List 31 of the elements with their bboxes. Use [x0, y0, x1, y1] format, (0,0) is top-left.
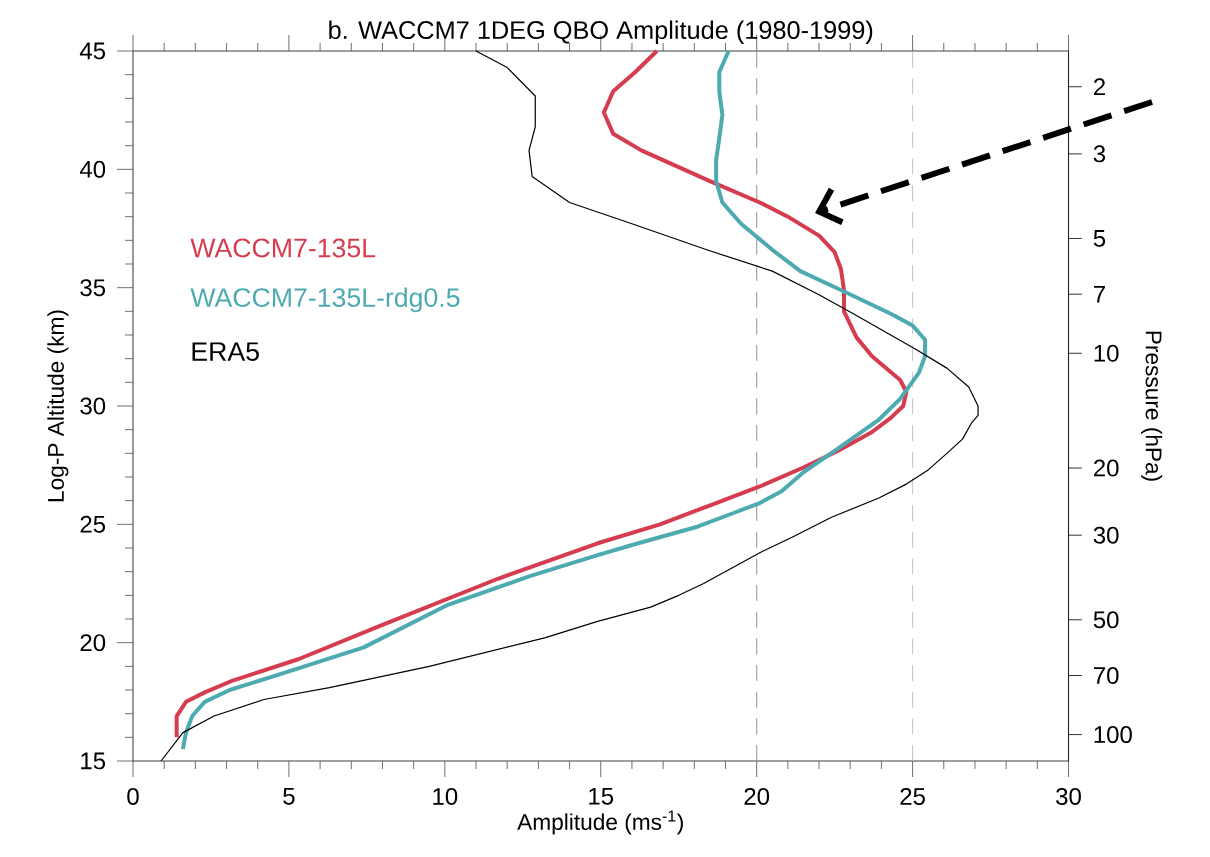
y2-axis-title: Pressure (hPa)	[1141, 331, 1163, 481]
y2-tick-label: 7	[1094, 285, 1105, 303]
y2-tick-label: 20	[1094, 459, 1119, 477]
y2-tick-label: 30	[1093, 526, 1119, 544]
y-tick-label: 15	[81, 752, 106, 770]
y-tick-label: 30	[80, 397, 106, 415]
x-tick-label: 10	[433, 787, 458, 805]
y2-tick-label: 3	[1093, 145, 1106, 163]
y-tick-label: 20	[80, 634, 106, 652]
y2-tick-label: 10	[1094, 344, 1119, 362]
y-tick-label: 35	[80, 279, 106, 297]
y2-tick-label: 50	[1093, 611, 1119, 629]
chart-title: b. WACCM7 1DEG QBO Amplitude (1980-1999)	[329, 20, 873, 45]
x-tick-label: 5	[283, 787, 295, 805]
y-tick-label: 40	[79, 160, 106, 178]
y2-tick-label: 70	[1094, 666, 1119, 684]
x-tick-label: 25	[900, 787, 925, 805]
y-tick-label: 25	[80, 515, 106, 533]
y-axis-title: Log-P Altitude (km)	[47, 310, 69, 502]
x-tick-label: 30	[1056, 787, 1081, 805]
text: WACCM7-135L	[190, 238, 376, 258]
text: ERA5	[192, 342, 259, 361]
x-tick-label: 0	[127, 787, 139, 805]
y2-tick-label: 100	[1094, 726, 1132, 744]
text: WACCM7-135L-rdg0.5	[190, 287, 460, 313]
x-tick-label: 15	[589, 787, 614, 805]
x-axis-title: Amplitude (ms$^{-1}$)	[517, 810, 683, 835]
x-tick-label: 20	[744, 787, 770, 805]
y2-tick-label: 5	[1093, 230, 1106, 247]
y-tick-label: 45	[79, 42, 106, 60]
y2-tick-label: 2	[1094, 78, 1105, 96]
